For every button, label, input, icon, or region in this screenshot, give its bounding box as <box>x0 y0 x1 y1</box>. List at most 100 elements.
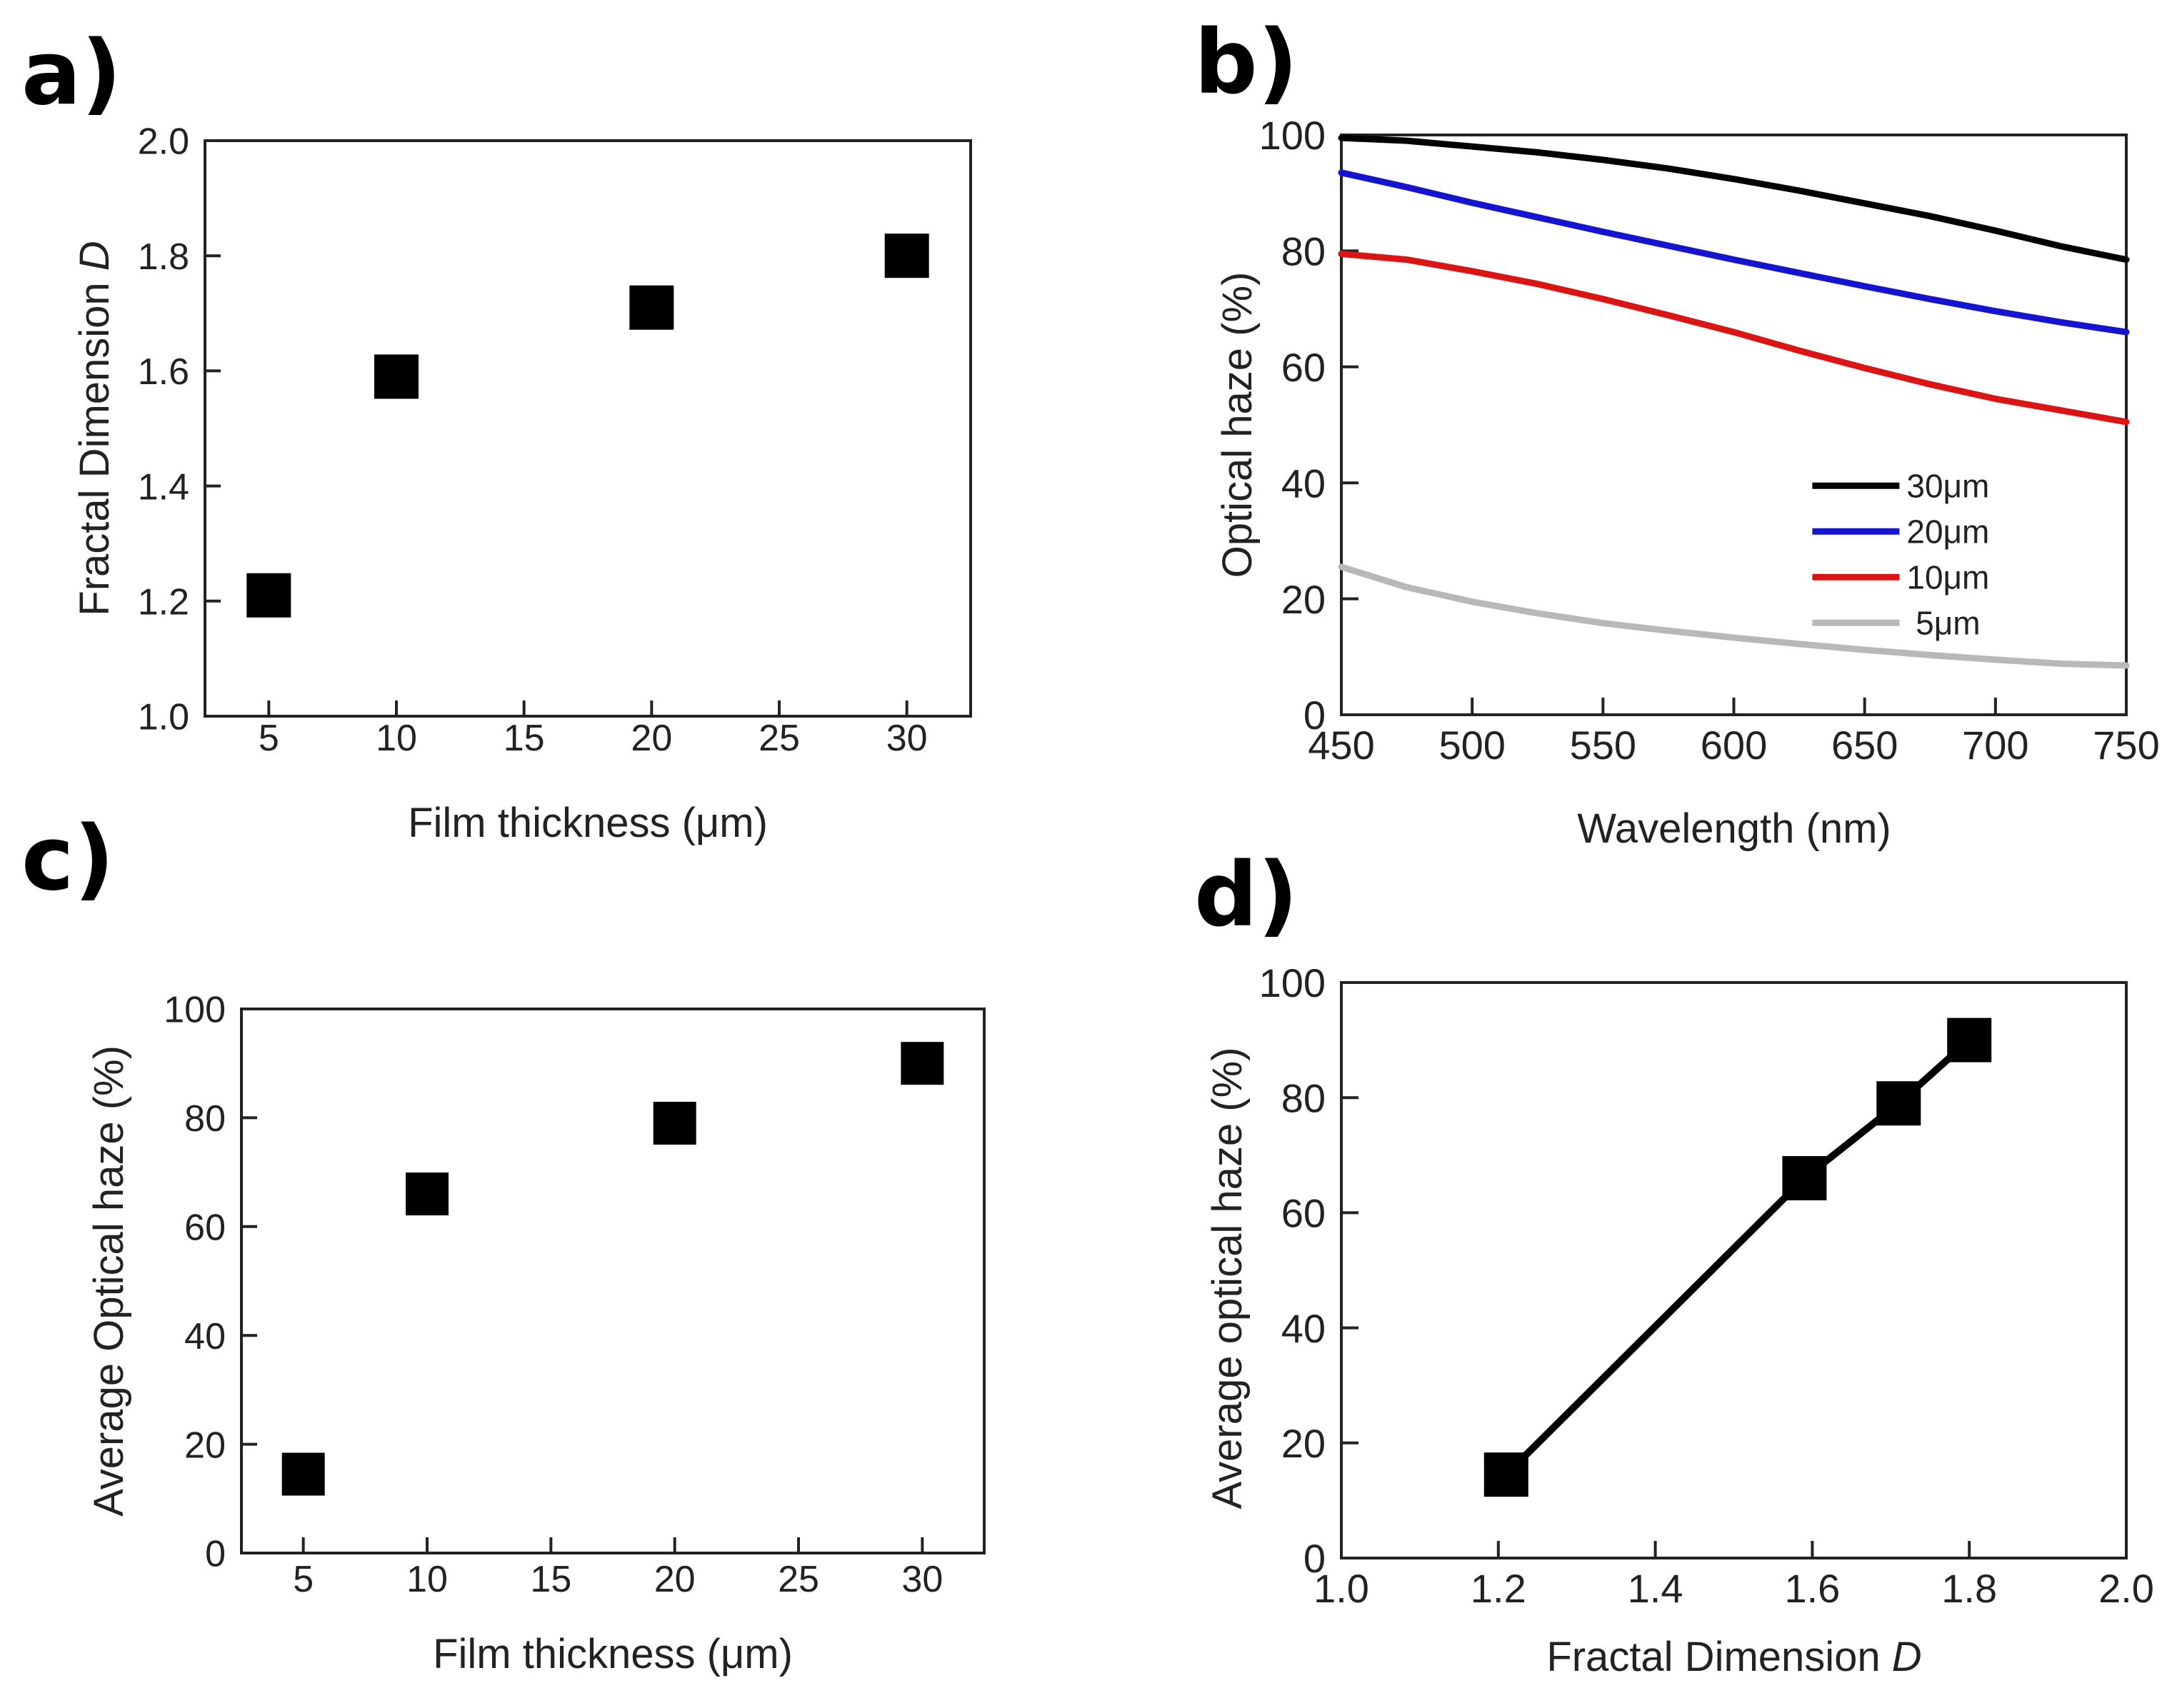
c-y-tick-label: 0 <box>205 1534 226 1575</box>
b-y-tick-label: 100 <box>1259 113 1326 158</box>
b-legend-label-30μm: 30μm <box>1906 467 1989 504</box>
a-y-tick-label: 1.4 <box>138 466 189 508</box>
b-x-tick-label: 750 <box>2093 723 2159 768</box>
panel-c-letter: c) <box>21 808 114 910</box>
d-series-line <box>1503 1037 1972 1477</box>
panel-b-letter: b) <box>1194 11 1298 114</box>
panel-a-x-axis-title: Film thickness (μm) <box>408 800 768 846</box>
d-y-tick-label: 60 <box>1281 1191 1326 1236</box>
c-data-point <box>406 1172 449 1216</box>
panel-a-y-axis-title: Fractal Dimension D <box>71 241 118 616</box>
d-y-tick-label: 100 <box>1259 960 1326 1005</box>
panel-a-letter: a) <box>21 22 121 125</box>
d-x-tick-label: 1.0 <box>1313 1566 1369 1611</box>
panel-d-plot-frame <box>1340 981 2128 1559</box>
a-y-tick-label: 2.0 <box>138 121 189 163</box>
a-x-tick-label: 20 <box>631 718 672 759</box>
b-y-tick-label: 60 <box>1281 345 1326 390</box>
c-y-tick-label: 100 <box>164 990 226 1031</box>
c-y-tick-label: 40 <box>184 1316 226 1357</box>
d-x-tick-label: 1.6 <box>1784 1566 1840 1611</box>
d-x-tick-label: 1.8 <box>1941 1566 1997 1611</box>
panel-b-plot-frame <box>1340 134 2128 716</box>
a-data-point <box>629 285 674 330</box>
panel-b-ticks: 450 500 550 600 650 700 750 0 20 40 60 80 100 <box>1259 113 2160 768</box>
panel-d: d) 1.0 1.2 1.4 1.6 1.8 2.0 0 20 40 60 80 100 Fracta… <box>1194 844 2154 1680</box>
b-y-tick-label: 20 <box>1281 577 1326 622</box>
b-legend-label-5μm: 5μm <box>1906 604 1980 641</box>
d-y-tick-label: 0 <box>1303 1536 1326 1581</box>
b-x-tick-label: 550 <box>1570 723 1636 768</box>
panel-b-legend: 30μm 20μm 10μm 5μm <box>1812 467 1989 641</box>
panel-d-ticks: 1.0 1.2 1.4 1.6 1.8 2.0 0 20 40 60 80 100 <box>1259 960 2154 1611</box>
c-data-point <box>901 1042 944 1085</box>
panel-c: c) 5 10 15 20 25 30 0 20 40 60 80 100 Film thicknes… <box>21 808 986 1677</box>
c-y-tick-label: 60 <box>184 1207 226 1249</box>
panel-d-letter: d) <box>1194 844 1298 947</box>
panel-d-x-axis-title-main: Fractal Dimension <box>1546 1634 1891 1680</box>
b-x-tick-label: 450 <box>1308 723 1374 768</box>
c-y-tick-label: 20 <box>184 1425 226 1466</box>
a-data-point <box>884 233 929 278</box>
panel-b: b) 450 500 550 600 650 700 750 0 20 40 60 80 100 30μ… <box>1194 11 2160 852</box>
panel-b-x-axis-title: Wavelength (nm) <box>1577 805 1891 852</box>
panel-a: a) 5 10 15 20 25 30 1.0 1.2 1.4 1.6 1.8 2.0 Film th… <box>21 22 972 846</box>
b-legend-label-10μm: 10μm <box>1906 558 1989 596</box>
b-x-tick-label: 700 <box>1962 723 2028 768</box>
a-data-point <box>246 573 291 618</box>
d-data-point <box>1947 1018 1992 1063</box>
b-series-line-30μm <box>1338 134 2130 263</box>
panel-a-y-axis-title-var: D <box>71 241 118 271</box>
a-x-tick-label: 10 <box>376 718 417 759</box>
d-data-point <box>1483 1452 1528 1497</box>
b-series-line-5μm <box>1338 563 2130 669</box>
panel-c-plot-frame <box>240 1008 986 1554</box>
b-y-tick-label: 0 <box>1303 693 1326 738</box>
c-x-tick-label: 10 <box>406 1559 448 1600</box>
b-y-tick-label: 40 <box>1281 461 1326 506</box>
a-data-point <box>374 354 419 399</box>
a-x-tick-label: 15 <box>504 718 545 759</box>
d-data-point <box>1876 1081 1921 1126</box>
a-y-tick-label: 1.6 <box>138 351 189 393</box>
panel-b-marks <box>1338 134 2130 669</box>
a-y-tick-label: 1.0 <box>138 697 189 738</box>
d-y-tick-label: 40 <box>1281 1306 1326 1351</box>
panel-a-y-axis-title-main: Fractal Dimension <box>71 271 118 616</box>
a-x-tick-label: 5 <box>259 718 279 759</box>
d-x-tick-label: 1.4 <box>1628 1566 1683 1611</box>
panel-d-x-axis-title-var: D <box>1892 1634 1922 1680</box>
b-x-tick-label: 500 <box>1438 723 1505 768</box>
a-y-tick-label: 1.2 <box>138 582 189 623</box>
b-x-tick-label: 600 <box>1701 723 1767 768</box>
d-y-tick-label: 20 <box>1281 1421 1326 1466</box>
c-data-point <box>653 1102 696 1145</box>
d-y-tick-label: 80 <box>1281 1075 1326 1120</box>
a-x-tick-label: 25 <box>759 718 800 759</box>
panel-b-y-axis-title: Optical haze (%) <box>1214 272 1261 578</box>
panel-a-ticks: 5 10 15 20 25 30 1.0 1.2 1.4 1.6 1.8 2.0 <box>138 121 928 759</box>
c-y-tick-label: 80 <box>184 1098 226 1140</box>
c-data-point <box>281 1452 325 1496</box>
panel-d-x-axis-title: Fractal Dimension D <box>1546 1634 1921 1680</box>
b-x-tick-label: 650 <box>1831 723 1898 768</box>
d-x-tick-label: 1.2 <box>1471 1566 1526 1611</box>
panel-d-y-axis-title: Average optical haze (%) <box>1204 1048 1251 1509</box>
panel-c-marks <box>281 1042 944 1496</box>
c-x-tick-label: 20 <box>654 1559 696 1600</box>
panel-c-ticks: 5 10 15 20 25 30 0 20 40 60 80 100 <box>164 990 943 1600</box>
panel-a-plot-frame <box>204 139 972 718</box>
a-y-tick-label: 1.8 <box>138 236 189 278</box>
b-series-line-10μm <box>1338 251 2130 426</box>
c-x-tick-label: 25 <box>778 1559 819 1600</box>
panel-c-y-axis-title: Average Optical haze (%) <box>86 1045 132 1517</box>
b-y-tick-label: 80 <box>1281 229 1326 274</box>
panel-d-marks <box>1483 1018 1992 1497</box>
a-x-tick-label: 30 <box>886 718 928 759</box>
c-x-tick-label: 5 <box>293 1559 314 1600</box>
c-x-tick-label: 15 <box>530 1559 571 1600</box>
b-legend-label-20μm: 20μm <box>1906 513 1989 550</box>
panel-a-marks <box>246 233 929 618</box>
d-x-tick-label: 2.0 <box>2098 1566 2154 1611</box>
